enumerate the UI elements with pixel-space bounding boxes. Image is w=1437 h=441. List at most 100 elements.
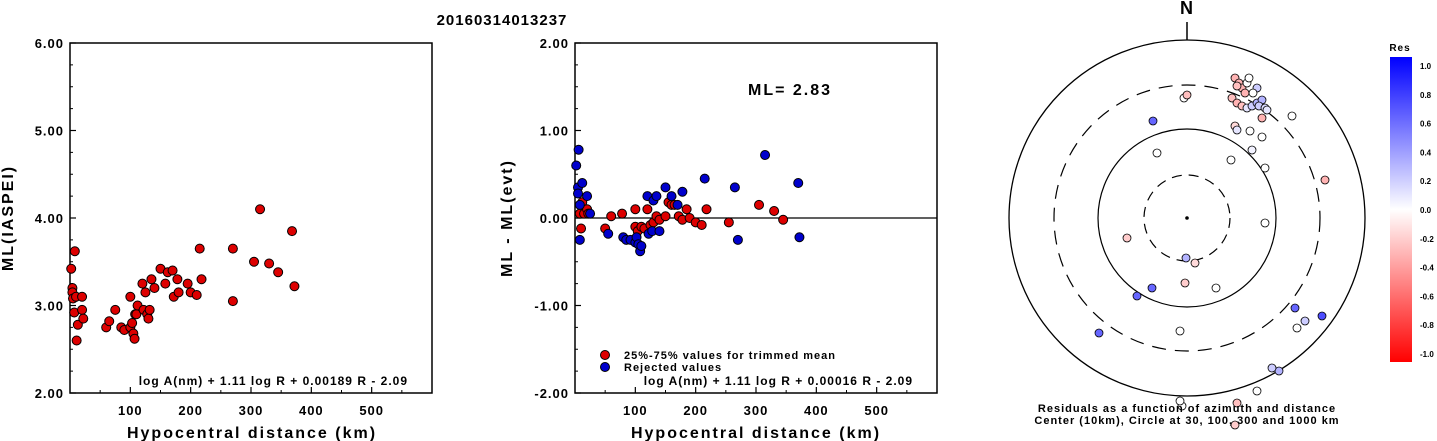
station-residual-point bbox=[1122, 233, 1132, 243]
x-tick-label: 200 bbox=[178, 403, 203, 418]
colorbar-tick-label: 0.0 bbox=[1420, 206, 1432, 215]
y-tick-label: 1.00 bbox=[540, 124, 569, 139]
data-point bbox=[603, 228, 614, 239]
data-point bbox=[249, 256, 260, 267]
data-point bbox=[794, 232, 805, 243]
data-point bbox=[78, 313, 89, 324]
north-label: N bbox=[1180, 0, 1194, 18]
data-point bbox=[77, 304, 88, 315]
data-point bbox=[677, 186, 688, 197]
data-point bbox=[71, 335, 82, 346]
station-residual-point bbox=[1260, 163, 1270, 173]
data-point bbox=[606, 211, 617, 222]
station-residual-point bbox=[1267, 363, 1277, 373]
data-point bbox=[577, 178, 588, 188]
data-point bbox=[287, 226, 298, 237]
data-point bbox=[146, 274, 157, 285]
data-point bbox=[642, 204, 653, 215]
station-residual-point bbox=[1287, 111, 1297, 121]
formula-label-1: log A(nm) + 1.11 log R + 0.00189 R - 2.0… bbox=[139, 374, 408, 388]
data-point bbox=[273, 267, 284, 278]
data-point bbox=[127, 318, 138, 328]
y-axis-label-2: ML - ML(evt) bbox=[499, 159, 516, 277]
data-point bbox=[167, 265, 178, 276]
y-tick-label: 2.00 bbox=[540, 36, 569, 51]
data-point bbox=[778, 214, 789, 225]
y-tick-label: 4.00 bbox=[35, 211, 64, 226]
station-residual-point bbox=[1245, 126, 1255, 136]
data-point bbox=[191, 290, 202, 300]
y-tick-label: 6.00 bbox=[35, 36, 64, 51]
station-residual-point bbox=[1247, 145, 1257, 155]
data-point bbox=[617, 208, 628, 219]
x-axis-label-2: Hypocentral distance (km) bbox=[631, 425, 881, 441]
station-residual-point bbox=[1175, 396, 1185, 406]
station-residual-point bbox=[1257, 132, 1267, 142]
data-point bbox=[149, 283, 160, 293]
ring-300km bbox=[1053, 84, 1321, 352]
station-residual-point bbox=[1260, 218, 1270, 228]
data-point bbox=[696, 220, 707, 230]
data-point bbox=[573, 188, 584, 199]
data-point bbox=[576, 223, 587, 234]
residual-colorbar: Res 1.0 0.8 0.6 0.4 0.2 0.0 -0.2 -0.4 -0.6 -0.8 -1… bbox=[1389, 43, 1434, 362]
x-tick-label: 500 bbox=[864, 403, 889, 418]
plot-frame-1 bbox=[69, 42, 433, 394]
data-point bbox=[582, 191, 593, 202]
data-point bbox=[732, 234, 743, 245]
station-residual-point bbox=[1181, 253, 1191, 263]
data-point bbox=[66, 263, 77, 274]
data-point bbox=[227, 296, 238, 307]
data-point bbox=[585, 208, 596, 219]
station-residual-point bbox=[1182, 90, 1192, 100]
station-residual-point bbox=[1252, 386, 1262, 396]
station-residual-point bbox=[1211, 283, 1221, 293]
data-point bbox=[72, 319, 83, 330]
data-point bbox=[255, 204, 266, 215]
data-point bbox=[143, 313, 154, 324]
station-residual-point bbox=[1147, 283, 1157, 293]
data-point bbox=[289, 281, 300, 292]
azimuth-distance-panel: N Residuals as a function of azimuth and… bbox=[1008, 0, 1366, 430]
station-residual-point bbox=[1244, 73, 1254, 83]
legend-marker-rejected bbox=[600, 362, 610, 372]
station-residual-point bbox=[1317, 311, 1327, 321]
colorbar-tick-label: 0.4 bbox=[1420, 148, 1432, 157]
data-point bbox=[654, 226, 665, 237]
station-residual-point bbox=[1292, 323, 1302, 333]
colorbar-tick-label: -0.4 bbox=[1420, 264, 1434, 273]
data-point bbox=[173, 287, 184, 298]
data-point bbox=[172, 274, 183, 285]
polar-caption-2: Center (10km), Circle at 30, 100, 300 an… bbox=[1034, 415, 1339, 427]
x-tick-label: 100 bbox=[623, 403, 648, 418]
station-residual-point bbox=[1257, 113, 1267, 123]
data-point bbox=[196, 274, 207, 285]
data-point bbox=[636, 241, 647, 251]
data-point bbox=[681, 204, 692, 215]
ml-annotation: ML= 2.83 bbox=[748, 82, 832, 99]
data-point bbox=[760, 150, 771, 160]
colorbar-tick-label: 0.2 bbox=[1420, 177, 1432, 186]
station-residual-point bbox=[1094, 328, 1104, 338]
data-point bbox=[793, 178, 804, 188]
data-point bbox=[660, 182, 671, 193]
ring-100km bbox=[1097, 128, 1277, 308]
data-point bbox=[754, 199, 765, 210]
legend-label-trimmed: 25%-75% values for trimmed mean bbox=[624, 350, 836, 362]
data-point bbox=[110, 304, 121, 315]
formula-label-2: log A(nm) + 1.11 log R + 0.00016 R - 2.0… bbox=[644, 374, 913, 388]
data-point bbox=[77, 291, 88, 302]
data-point bbox=[699, 173, 710, 184]
station-residual-point bbox=[1320, 175, 1330, 185]
data-point bbox=[227, 243, 238, 254]
y-axis-label-1: ML(IASPEI) bbox=[0, 165, 17, 271]
epicenter-marker bbox=[1185, 216, 1189, 220]
legend-marker-trimmed bbox=[600, 350, 610, 360]
data-point bbox=[672, 199, 683, 210]
station-residual-point bbox=[1175, 326, 1185, 336]
legend-label-rejected: Rejected values bbox=[624, 362, 722, 374]
data-point bbox=[651, 191, 662, 202]
station-residual-point bbox=[1226, 155, 1236, 165]
chart-title: 20160314013237 bbox=[437, 12, 568, 29]
